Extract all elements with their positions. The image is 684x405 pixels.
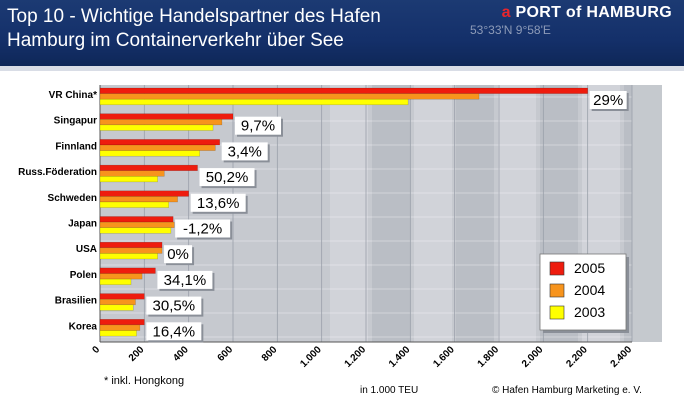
bar-2004 bbox=[99, 93, 480, 100]
data-label: 34,1% bbox=[164, 272, 207, 289]
container-column bbox=[456, 85, 494, 342]
data-label-box bbox=[164, 245, 193, 264]
bar-2003 bbox=[99, 124, 214, 131]
data-label: 29% bbox=[593, 92, 623, 109]
category-label: USA bbox=[76, 244, 97, 255]
bar-2003 bbox=[99, 330, 137, 337]
bar-2005 bbox=[99, 87, 588, 94]
data-label: 3,4% bbox=[228, 143, 262, 160]
x-tick-label: 2.400 bbox=[609, 344, 635, 370]
bar-2005 bbox=[99, 241, 163, 249]
category-label: Korea bbox=[69, 321, 98, 332]
data-label-box bbox=[589, 91, 627, 109]
bar-2005 bbox=[99, 216, 174, 223]
data-label: 13,6% bbox=[197, 195, 240, 212]
category-label: Russ.Föderation bbox=[18, 167, 97, 178]
bar-2005 bbox=[99, 293, 145, 300]
category-label: Japan bbox=[68, 219, 97, 230]
data-label-box bbox=[175, 219, 231, 238]
category-label: Brasilien bbox=[55, 296, 97, 307]
legend-swatch bbox=[549, 283, 565, 298]
bar-2004 bbox=[99, 196, 178, 203]
brand-text: PORT of HAMBURG bbox=[515, 4, 672, 21]
chart-area: VR China* 29% Singapur 9,7% Finnland 3,4% Russ… bbox=[0, 71, 684, 400]
x-tick-label: 400 bbox=[171, 344, 191, 364]
coordinates: 53°33'N 9°58'E bbox=[470, 23, 551, 37]
category-label: Schweden bbox=[48, 193, 97, 204]
container-column bbox=[414, 85, 452, 342]
x-tick-label: 1.600 bbox=[431, 344, 457, 370]
container-column bbox=[498, 85, 536, 342]
x-tick-label: 800 bbox=[260, 344, 280, 364]
x-tick-label: 1.200 bbox=[343, 344, 369, 370]
bar-2003 bbox=[99, 176, 158, 183]
legend-swatch bbox=[549, 261, 565, 276]
data-label-box bbox=[146, 296, 202, 315]
bar-2005 bbox=[99, 267, 156, 274]
brand-mark: a bbox=[501, 4, 511, 21]
data-label-box bbox=[199, 168, 255, 187]
bar-2003 bbox=[99, 98, 409, 106]
legend-label: 2004 bbox=[574, 282, 605, 298]
data-label-box bbox=[146, 322, 202, 341]
x-tick-label: 2.000 bbox=[520, 344, 546, 370]
data-label: 30,5% bbox=[153, 298, 196, 315]
bar-2005 bbox=[99, 164, 198, 171]
data-label-box bbox=[190, 193, 246, 212]
legend-swatch bbox=[549, 305, 565, 320]
bar-2003 bbox=[99, 278, 132, 285]
copyright: © Hafen Hamburg Marketing e. V. bbox=[492, 385, 642, 396]
x-tick-label: 0 bbox=[90, 344, 102, 356]
data-label: -1,2% bbox=[183, 221, 222, 238]
x-tick-label: 1.000 bbox=[298, 344, 324, 370]
bar-2003 bbox=[99, 253, 158, 260]
bar-2005 bbox=[99, 139, 220, 146]
data-label: 50,2% bbox=[206, 169, 249, 186]
container-column bbox=[330, 85, 368, 342]
container-column bbox=[372, 85, 410, 342]
bar-2004 bbox=[99, 273, 143, 280]
category-label: Singapur bbox=[54, 116, 97, 127]
data-label-box bbox=[235, 116, 281, 135]
category-label: Finnland bbox=[55, 141, 97, 152]
bar-2003 bbox=[99, 304, 134, 311]
bar-2005 bbox=[99, 113, 234, 120]
bar-chart: VR China* 29% Singapur 9,7% Finnland 3,4% Russ… bbox=[18, 85, 662, 370]
x-tick-label: 600 bbox=[216, 344, 236, 364]
data-label: 0% bbox=[167, 246, 189, 263]
footnote: * inkl. Hongkong bbox=[104, 375, 185, 387]
category-label: Polen bbox=[70, 270, 97, 281]
legend-label: 2005 bbox=[574, 260, 605, 276]
bar-2004 bbox=[99, 298, 136, 306]
data-label: 9,7% bbox=[241, 118, 275, 135]
bar-2004 bbox=[99, 170, 165, 177]
data-label: 16,4% bbox=[153, 323, 196, 340]
bar-2003 bbox=[99, 227, 172, 234]
bar-2003 bbox=[99, 201, 169, 208]
bar-2005 bbox=[99, 190, 189, 197]
x-tick-label: 2.200 bbox=[564, 344, 590, 370]
header-divider bbox=[0, 66, 684, 71]
legend-label: 2003 bbox=[574, 304, 605, 320]
container-column bbox=[624, 85, 662, 342]
data-label-box bbox=[221, 142, 268, 161]
header-banner: Top 10 - Wichtige Handelspartner des Haf… bbox=[0, 0, 684, 66]
page-title: Top 10 - Wichtige Handelspartner des Haf… bbox=[7, 5, 447, 53]
x-tick-label: 1.400 bbox=[387, 344, 413, 370]
bar-2005 bbox=[99, 319, 145, 326]
bar-2004 bbox=[99, 144, 216, 151]
title-line-1: Top 10 - Wichtige Handelspartner des Haf… bbox=[7, 6, 381, 27]
bar-2004 bbox=[99, 119, 223, 126]
bar-2004 bbox=[99, 324, 141, 331]
data-label-box bbox=[157, 270, 213, 289]
x-tick-label: 1.800 bbox=[476, 344, 502, 370]
x-axis-unit: in 1.000 TEU bbox=[360, 385, 419, 396]
category-label: VR China* bbox=[49, 90, 97, 101]
bar-2004 bbox=[99, 221, 175, 228]
bar-2003 bbox=[99, 150, 200, 157]
brand-logo: a PORT of HAMBURG bbox=[502, 4, 672, 22]
bar-2004 bbox=[99, 247, 163, 254]
title-line-2: Hamburg im Containerverkehr über See bbox=[7, 30, 344, 51]
x-tick-label: 200 bbox=[127, 344, 147, 364]
